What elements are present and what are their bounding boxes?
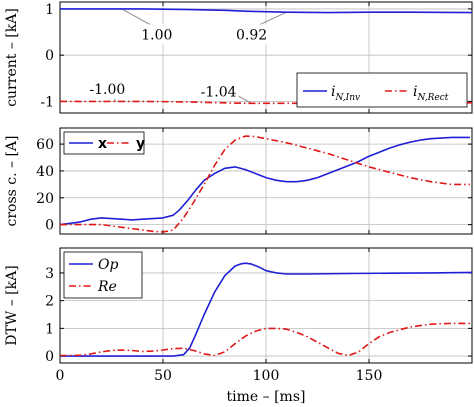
- x-tick-label: 100: [253, 368, 280, 384]
- series-line-0: [60, 262, 472, 357]
- annotation-backdrop: [231, 24, 272, 45]
- series-line-1: [60, 135, 470, 233]
- series-line-1: [60, 322, 470, 357]
- legend-label-1: iN,Rect: [413, 84, 449, 103]
- y-tick-label: 3: [45, 266, 54, 282]
- x-tick-label: 50: [154, 368, 172, 384]
- legend-label-1: Re: [97, 279, 117, 295]
- y-axis-label: DTW – [kA]: [4, 265, 20, 345]
- annotation-backdrop: [198, 81, 239, 102]
- annotation-label: -1.00: [89, 82, 125, 98]
- legend-box: [296, 72, 468, 108]
- y-tick-label: -1: [40, 94, 54, 110]
- annotation-label: 0.92: [236, 27, 267, 43]
- y-axis-label: current – [kA]: [4, 8, 20, 107]
- legend: iN,Inv iN,Rect: [296, 72, 468, 108]
- legend-label-0: Op: [98, 257, 118, 273]
- y-tick-label: 20: [36, 191, 54, 207]
- y-tick-label: 1: [45, 321, 54, 337]
- annotation-backdrop: [136, 24, 177, 45]
- y-tick-label: 40: [36, 164, 54, 180]
- x-tick-label: 150: [356, 368, 383, 384]
- legend-box: [63, 131, 145, 155]
- y-tick-label: 2: [45, 294, 54, 310]
- series-line-0: [60, 8, 472, 14]
- y-axis-label: cross c. – [A]: [4, 135, 20, 226]
- x-tick-label: 0: [56, 368, 65, 384]
- annotation-backdrop: [87, 78, 128, 99]
- annotation-label: -1.04: [201, 84, 237, 100]
- legend-label-1: y: [136, 136, 145, 152]
- y-tick-label: 60: [36, 137, 54, 153]
- y-tick-label: 0: [45, 349, 54, 365]
- legend: Op Re: [63, 251, 143, 299]
- y-tick-label: 0: [45, 48, 54, 64]
- x-axis-label: time – [ms]: [227, 389, 306, 405]
- y-tick-label: 0: [45, 218, 54, 234]
- dtw-panel: 0 1 2 3 0 50 100 150 DTW – [kA] Op Re: [4, 247, 473, 384]
- current-panel: -1 0 1 current – [kA] 1.00 0.92 -1.00 -1.04 iN,I…: [4, 1, 473, 114]
- legend-label-0: iN,Inv: [331, 84, 360, 103]
- legend-label-0: x: [98, 136, 107, 152]
- y-tick-label: 1: [45, 2, 54, 18]
- annotation-label: 1.00: [141, 27, 172, 43]
- series-line-0: [60, 136, 470, 226]
- legend-box: [63, 251, 143, 299]
